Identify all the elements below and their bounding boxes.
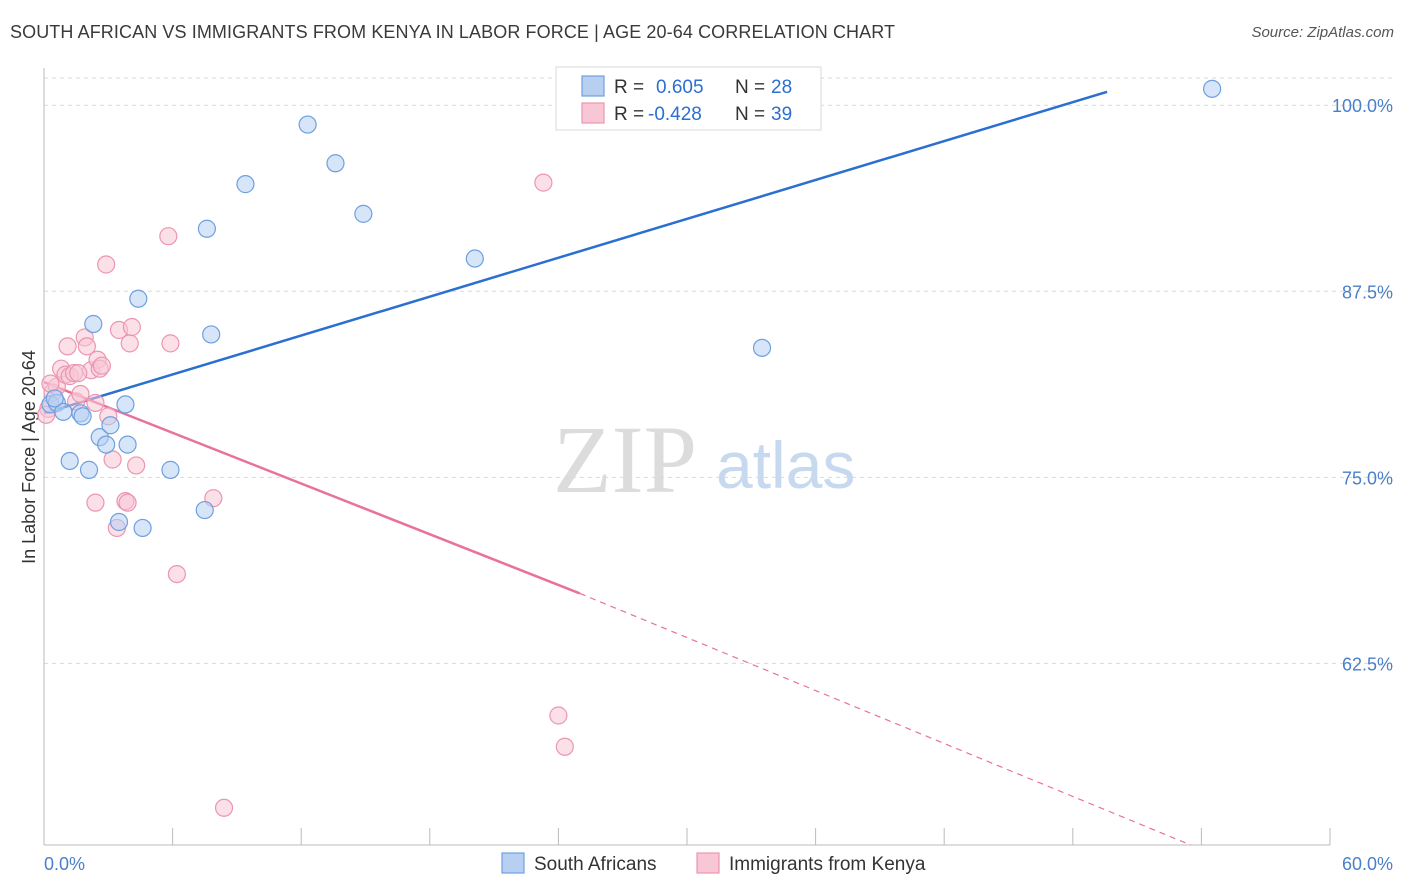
series-label-kenya: Immigrants from Kenya bbox=[729, 854, 926, 875]
axes bbox=[43, 68, 1331, 846]
watermark-atlas: atlas bbox=[716, 428, 855, 502]
y-tick-label: 62.5% bbox=[1342, 654, 1393, 674]
point-kenya bbox=[159, 227, 178, 246]
series-swatch-kenya bbox=[696, 852, 720, 874]
point-kenya bbox=[534, 173, 553, 192]
legend-n-label-2: N = bbox=[735, 104, 765, 125]
stats-legend: R = 0.605 N = 28 R = -0.428 N = 39 bbox=[555, 66, 822, 131]
point-south-africans bbox=[298, 115, 317, 134]
point-kenya bbox=[118, 493, 137, 512]
legend-n-value-1: 28 bbox=[771, 77, 792, 98]
point-kenya bbox=[71, 384, 90, 404]
point-kenya bbox=[97, 255, 116, 274]
point-south-africans bbox=[45, 389, 64, 408]
point-south-africans bbox=[354, 204, 373, 223]
point-south-africans bbox=[1203, 79, 1222, 98]
grid bbox=[44, 77, 1395, 664]
point-south-africans bbox=[73, 407, 92, 426]
point-kenya bbox=[86, 393, 105, 413]
legend-r-value-2: -0.428 bbox=[648, 104, 702, 125]
y-tick-label: 100.0% bbox=[1332, 96, 1393, 116]
watermark-zip: ZIP bbox=[553, 406, 697, 513]
point-south-africans bbox=[116, 395, 135, 414]
point-south-africans bbox=[202, 325, 221, 344]
point-south-africans bbox=[465, 249, 484, 268]
point-kenya bbox=[86, 493, 105, 512]
legend-swatch-pink bbox=[581, 102, 605, 124]
point-south-africans bbox=[161, 460, 180, 479]
series-label-south-africans: South Africans bbox=[534, 854, 657, 875]
trend-lines bbox=[43, 90, 1191, 846]
point-kenya bbox=[555, 737, 574, 756]
point-south-africans bbox=[118, 435, 137, 454]
legend-r-value-1: 0.605 bbox=[656, 77, 704, 98]
point-kenya bbox=[77, 337, 96, 356]
trend-line-kenya-extrapolated bbox=[579, 592, 1191, 846]
y-tick-label: 75.0% bbox=[1342, 468, 1393, 488]
tick-labels: 100.0% 87.5% 75.0% 62.5% 0.0% 60.0% bbox=[44, 96, 1393, 874]
point-kenya bbox=[58, 337, 77, 356]
point-south-africans bbox=[79, 460, 99, 479]
x-tick-label-max: 60.0% bbox=[1342, 854, 1393, 874]
point-south-africans bbox=[109, 512, 129, 532]
point-south-africans bbox=[129, 289, 148, 308]
point-south-africans bbox=[326, 154, 345, 173]
series-legend: South Africans Immigrants from Kenya bbox=[501, 852, 926, 875]
point-south-africans bbox=[84, 314, 103, 334]
point-kenya bbox=[167, 564, 186, 584]
watermark: ZIP atlas bbox=[553, 406, 855, 513]
point-south-africans bbox=[195, 500, 214, 520]
point-kenya bbox=[214, 798, 234, 817]
legend-n-label-1: N = bbox=[735, 77, 765, 98]
legend-r-label-1: R = bbox=[614, 77, 644, 98]
point-south-africans bbox=[133, 518, 152, 538]
trend-line-south-africans bbox=[43, 90, 1108, 415]
point-kenya bbox=[127, 456, 146, 475]
point-kenya bbox=[161, 334, 180, 353]
point-south-africans bbox=[60, 451, 79, 471]
legend-swatch-blue bbox=[581, 75, 605, 97]
point-south-africans bbox=[97, 435, 116, 454]
y-axis-label: In Labor Force | Age 20-64 bbox=[19, 350, 39, 564]
trend-line-kenya bbox=[43, 380, 581, 595]
legend-n-value-2: 39 bbox=[771, 104, 792, 125]
point-south-africans bbox=[101, 416, 120, 435]
point-south-africans bbox=[752, 338, 772, 357]
source-credit: Source: ZipAtlas.com bbox=[1251, 24, 1394, 41]
legend-r-label-2: R = bbox=[614, 104, 644, 125]
data-points bbox=[37, 79, 1222, 817]
point-kenya bbox=[549, 706, 568, 725]
point-south-africans bbox=[236, 175, 255, 194]
point-kenya bbox=[122, 317, 141, 337]
series-swatch-south-africans bbox=[501, 852, 525, 874]
chart-title: SOUTH AFRICAN VS IMMIGRANTS FROM KENYA I… bbox=[10, 22, 896, 42]
y-tick-label: 87.5% bbox=[1342, 282, 1393, 302]
point-kenya bbox=[120, 334, 139, 353]
point-kenya bbox=[69, 364, 88, 383]
point-kenya bbox=[92, 356, 111, 375]
point-south-africans bbox=[197, 219, 216, 238]
x-tick-label-min: 0.0% bbox=[44, 854, 85, 874]
